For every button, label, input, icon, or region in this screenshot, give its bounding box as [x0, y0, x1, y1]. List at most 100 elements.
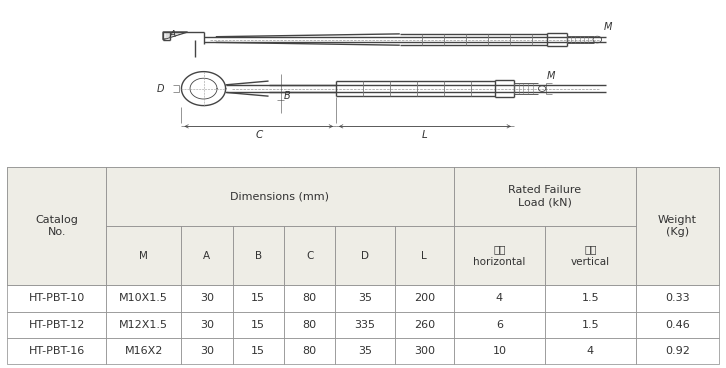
Text: HT-PBT-16: HT-PBT-16	[28, 346, 85, 356]
Bar	[454, 167, 544, 226]
Text: M: M	[547, 71, 555, 81]
Bar	[284, 312, 335, 338]
Bar	[182, 226, 232, 285]
Text: A: A	[170, 30, 176, 39]
Bar	[284, 167, 335, 226]
Text: Dimensions (mm): Dimensions (mm)	[230, 191, 330, 201]
Text: 15: 15	[251, 320, 265, 330]
Bar	[182, 285, 232, 312]
Text: 260: 260	[414, 320, 435, 330]
Bar	[7, 312, 106, 338]
Bar	[454, 338, 544, 364]
Text: 4: 4	[496, 293, 503, 303]
Text: HT-PBT-12: HT-PBT-12	[28, 320, 85, 330]
Text: Rated Failure
Load (kN): Rated Failure Load (kN)	[508, 185, 582, 208]
Text: M: M	[139, 251, 148, 261]
Text: 4: 4	[587, 346, 594, 356]
Text: 80: 80	[303, 346, 317, 356]
Bar	[544, 338, 636, 364]
Bar	[335, 226, 395, 285]
Bar	[454, 226, 544, 285]
Bar	[182, 226, 232, 285]
Bar	[335, 312, 395, 338]
Text: 15: 15	[251, 293, 265, 303]
Bar	[284, 226, 335, 285]
Text: B: B	[283, 91, 290, 101]
Bar	[544, 285, 636, 312]
Text: 30: 30	[200, 293, 214, 303]
Text: 15: 15	[251, 346, 265, 356]
Polygon shape	[166, 32, 185, 39]
Text: M: M	[603, 22, 612, 32]
Bar	[7, 285, 106, 312]
Bar	[7, 226, 106, 285]
Bar	[106, 338, 182, 364]
Bar	[7, 338, 106, 364]
Bar	[182, 338, 232, 364]
Bar	[454, 226, 544, 285]
Bar	[106, 312, 182, 338]
Bar	[636, 226, 719, 285]
Bar	[454, 285, 544, 312]
Text: L: L	[421, 251, 427, 261]
Bar	[232, 226, 284, 285]
Text: D: D	[361, 251, 369, 261]
Text: 300: 300	[414, 346, 435, 356]
Bar	[335, 338, 395, 364]
Text: M12X1.5: M12X1.5	[119, 320, 168, 330]
Bar	[544, 312, 636, 338]
Bar	[232, 167, 284, 226]
Bar	[232, 285, 284, 312]
Bar	[284, 285, 335, 312]
Bar	[284, 226, 335, 285]
Text: C: C	[255, 130, 262, 140]
Bar	[284, 338, 335, 364]
Bar	[106, 226, 182, 285]
Text: M10X1.5: M10X1.5	[119, 293, 168, 303]
Text: Catalog
No.: Catalog No.	[36, 215, 78, 237]
Text: 0.46: 0.46	[665, 320, 690, 330]
Text: 1.5: 1.5	[582, 320, 599, 330]
Text: 80: 80	[303, 320, 317, 330]
Text: 200: 200	[414, 293, 435, 303]
Bar	[7, 167, 106, 226]
Bar	[182, 312, 232, 338]
Bar	[454, 167, 636, 226]
Bar	[544, 167, 636, 226]
Text: C: C	[306, 251, 314, 261]
Text: D: D	[157, 84, 164, 93]
Bar	[395, 285, 454, 312]
Bar	[106, 167, 454, 226]
Bar	[395, 226, 454, 285]
Bar	[335, 167, 395, 226]
Text: 1.5: 1.5	[582, 293, 599, 303]
Bar	[544, 226, 636, 285]
Text: 0.92: 0.92	[665, 346, 690, 356]
Text: 垂直
vertical: 垂直 vertical	[571, 244, 610, 267]
Text: Weight
(Kg): Weight (Kg)	[658, 215, 697, 237]
Bar	[335, 285, 395, 312]
Bar	[636, 167, 719, 285]
Text: HT-PBT-10: HT-PBT-10	[28, 293, 85, 303]
Text: L: L	[422, 130, 428, 140]
Bar	[182, 167, 232, 226]
Text: 30: 30	[200, 320, 214, 330]
Text: 335: 335	[354, 320, 375, 330]
Bar	[454, 312, 544, 338]
Bar	[106, 167, 182, 226]
Text: 80: 80	[303, 293, 317, 303]
Text: 35: 35	[358, 293, 372, 303]
Bar	[232, 226, 284, 285]
Bar	[636, 285, 719, 312]
Bar	[636, 338, 719, 364]
Text: 30: 30	[200, 346, 214, 356]
Text: B: B	[255, 251, 262, 261]
Bar	[395, 226, 454, 285]
Text: 6: 6	[496, 320, 503, 330]
Bar	[232, 312, 284, 338]
Text: M16X2: M16X2	[124, 346, 163, 356]
Bar	[335, 226, 395, 285]
Bar	[636, 312, 719, 338]
Bar	[395, 338, 454, 364]
Text: 35: 35	[358, 346, 372, 356]
